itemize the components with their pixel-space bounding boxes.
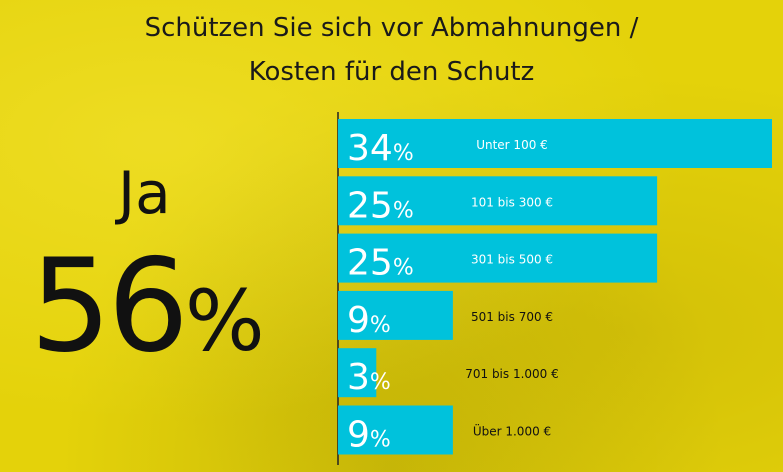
bar-6 (338, 405, 453, 455)
bar-category-label-1: Unter 100 € (476, 138, 548, 152)
bar-value-label-6: 9% (347, 415, 391, 456)
bar-category-label-2: 101 bis 300 € (471, 195, 553, 209)
bar-3 (338, 233, 658, 283)
bar-1 (338, 119, 772, 168)
bar-category-label-3: 301 bis 500 € (471, 253, 553, 267)
chart-title-line-1: Schützen Sie sich vor Abmahnungen / (144, 13, 639, 43)
bar-value-label-1: 34% (347, 128, 414, 169)
bar-value-label-3: 25% (347, 243, 414, 284)
bar-2 (338, 176, 658, 226)
bar-5 (338, 348, 377, 398)
bar-value-label-4: 9% (347, 300, 391, 341)
bar-category-label-5: 701 bis 1.000 € (465, 367, 559, 381)
answer-total: 56% (30, 232, 265, 420)
answer-total-value: 56 (30, 232, 189, 381)
answer-total-unit: % (184, 272, 265, 370)
chart-title: Schützen Sie sich vor Abmahnungen / Kost… (0, 6, 783, 94)
bar-value-label-2: 25% (347, 185, 414, 226)
chart-title-line-2: Kosten für den Schutz (248, 57, 535, 87)
answer-label: Ja (118, 159, 171, 227)
bar-4 (338, 290, 453, 340)
bar-category-label-6: Über 1.000 € (473, 423, 551, 439)
bar-value-label-5: 3% (347, 357, 391, 398)
bar-category-label-4: 501 bis 700 € (471, 310, 553, 324)
